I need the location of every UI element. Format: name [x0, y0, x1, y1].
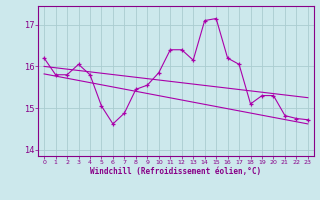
X-axis label: Windchill (Refroidissement éolien,°C): Windchill (Refroidissement éolien,°C)	[91, 167, 261, 176]
